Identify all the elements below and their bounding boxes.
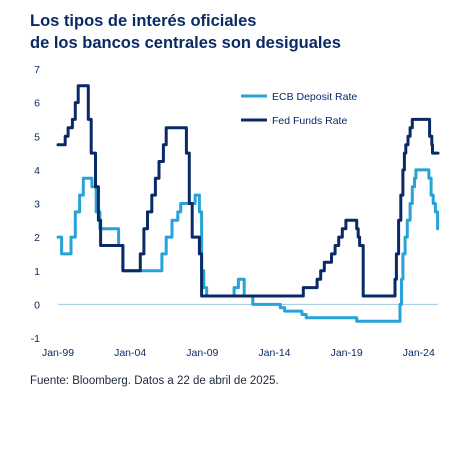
y-tick-label: 5 xyxy=(34,131,40,143)
x-tick-label: Jan-19 xyxy=(331,347,363,359)
y-tick-label: 2 xyxy=(34,232,40,244)
y-tick-label: 0 xyxy=(34,299,40,311)
x-tick-label: Jan-14 xyxy=(258,347,290,359)
chart-title-line-1: Los tipos de interés oficiales xyxy=(30,12,257,30)
x-tick-label: Jan-24 xyxy=(403,347,435,359)
x-axis-ticks: Jan-99 Jan-04 Jan-09 Jan-14 Jan-19 Jan-24 xyxy=(42,347,435,359)
source-note: Fuente: Bloomberg. Datos a 22 de abril d… xyxy=(30,375,279,387)
y-tick-label: 4 xyxy=(34,165,40,177)
x-tick-label: Jan-04 xyxy=(114,347,146,359)
y-tick-label: -1 xyxy=(31,333,40,345)
series-line-fed-funds-rate xyxy=(56,84,440,298)
x-tick-label: Jan-99 xyxy=(42,347,74,359)
y-axis-ticks: -1 0 1 2 3 4 5 6 7 xyxy=(31,64,41,345)
chart-title-line-2: de los bancos centrales son desiguales xyxy=(30,34,341,52)
y-tick-label: 7 xyxy=(34,64,40,76)
legend-label: Fed Funds Rate xyxy=(272,115,347,127)
legend: ECB Deposit Rate Fed Funds Rate xyxy=(241,91,357,127)
x-tick-label: Jan-09 xyxy=(186,347,218,359)
series-layer xyxy=(56,84,440,323)
y-tick-label: 3 xyxy=(34,199,40,211)
legend-label: ECB Deposit Rate xyxy=(272,91,357,103)
y-tick-label: 6 xyxy=(34,98,40,110)
y-tick-label: 1 xyxy=(34,266,40,278)
chart-title: Los tipos de interés oficiales de los ba… xyxy=(30,10,450,54)
